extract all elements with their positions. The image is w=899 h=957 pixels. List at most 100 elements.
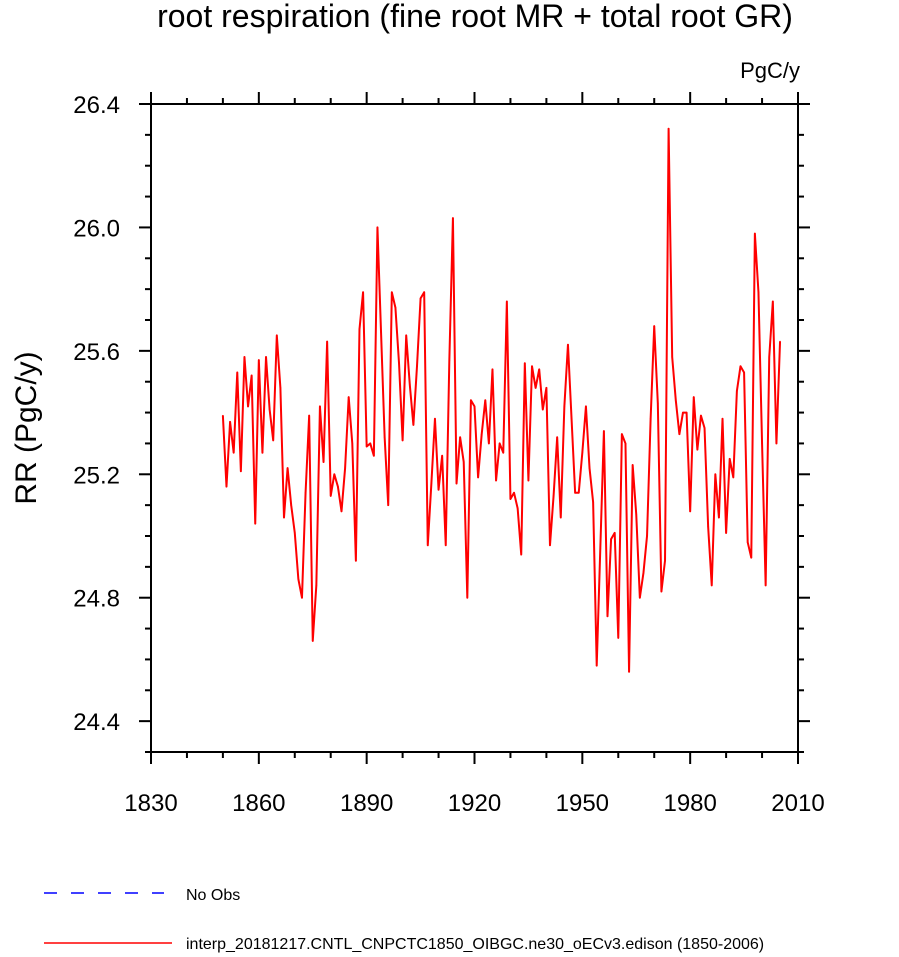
data-point: [459, 436, 461, 439]
data-point: [585, 405, 587, 408]
data-point: [757, 291, 760, 294]
data-point: [689, 510, 691, 513]
data-point: [556, 436, 558, 439]
data-point: [552, 495, 555, 497]
data-point: [236, 371, 239, 374]
data-point: [750, 556, 753, 559]
data-point: [394, 306, 397, 309]
x-tick-label: 1830: [124, 790, 177, 817]
data-point: [462, 461, 465, 463]
data-point: [254, 522, 257, 525]
data-point: [391, 291, 393, 294]
data-point: [710, 584, 713, 587]
data-point: [696, 448, 699, 451]
data-point: [222, 414, 224, 417]
data-point: [351, 442, 354, 445]
data-point: [639, 596, 641, 599]
data-point: [764, 584, 767, 587]
data-point: [376, 226, 379, 229]
data-point: [308, 414, 310, 417]
data-point: [491, 368, 494, 371]
data-point: [779, 340, 781, 343]
data-point: [567, 343, 569, 346]
data-point: [574, 492, 576, 494]
data-point: [667, 127, 670, 130]
data-point: [311, 640, 314, 642]
data-point: [509, 498, 512, 500]
data-point: [610, 538, 612, 540]
data-point: [581, 451, 584, 454]
data-point: [430, 482, 433, 485]
data-point: [232, 451, 235, 454]
data-point: [674, 399, 677, 402]
data-point: [538, 368, 540, 371]
data-point: [768, 356, 771, 358]
data-point: [473, 405, 476, 408]
data-point: [365, 445, 368, 448]
data-point: [671, 356, 673, 358]
data-point: [337, 485, 339, 488]
data-point: [344, 467, 346, 469]
data-point: [707, 525, 709, 528]
data-point: [301, 596, 303, 599]
data-point: [423, 291, 425, 294]
data-point: [559, 516, 562, 519]
data-point: [369, 442, 372, 445]
data-point: [657, 402, 659, 405]
data-point: [534, 387, 537, 389]
data-point: [315, 584, 318, 587]
series-line: [221, 127, 782, 673]
data-point: [272, 439, 275, 442]
y-tick-label: 26.0: [73, 215, 120, 242]
data-point: [595, 664, 598, 667]
data-point: [419, 297, 422, 300]
data-point: [728, 458, 731, 460]
data-point: [347, 396, 350, 398]
data-point: [258, 359, 260, 361]
data-point: [520, 553, 523, 556]
data-point: [412, 424, 415, 426]
y-tick-label: 25.2: [73, 462, 120, 489]
data-point: [426, 544, 429, 547]
data-point: [664, 559, 666, 562]
data-point: [746, 541, 749, 543]
chart-title: root respiration (fine root MR + total r…: [157, 0, 793, 34]
data-point: [642, 572, 645, 574]
data-point: [703, 427, 706, 429]
data-point: [775, 442, 778, 445]
data-point: [592, 501, 594, 503]
data-point: [373, 454, 375, 457]
data-point: [283, 516, 285, 519]
data-point: [527, 479, 530, 482]
data-point: [772, 300, 774, 303]
data-point: [678, 433, 681, 435]
data-point: [685, 411, 688, 414]
data-point: [333, 473, 336, 476]
data-point: [477, 476, 479, 479]
data-point: [549, 544, 551, 547]
x-tick-label: 1860: [232, 790, 285, 817]
data-point: [718, 516, 720, 519]
plot-frame: [150, 103, 799, 753]
data-point: [646, 535, 648, 537]
x-tick-label: 1980: [663, 790, 716, 817]
data-point: [495, 479, 497, 482]
data-point: [240, 470, 242, 473]
data-point: [541, 408, 544, 411]
data-point: [416, 365, 418, 368]
series-points: [222, 127, 781, 673]
data-point: [250, 374, 253, 377]
data-point: [441, 454, 443, 457]
data-point: [319, 405, 321, 408]
data-point: [261, 451, 264, 454]
data-point: [304, 492, 307, 494]
data-point: [290, 504, 292, 506]
data-point: [279, 387, 282, 389]
data-point: [506, 300, 508, 303]
data-point: [276, 334, 278, 337]
data-point: [725, 532, 727, 534]
data-point: [577, 492, 580, 494]
data-point: [606, 615, 609, 618]
y-tick-label: 24.8: [73, 586, 120, 613]
